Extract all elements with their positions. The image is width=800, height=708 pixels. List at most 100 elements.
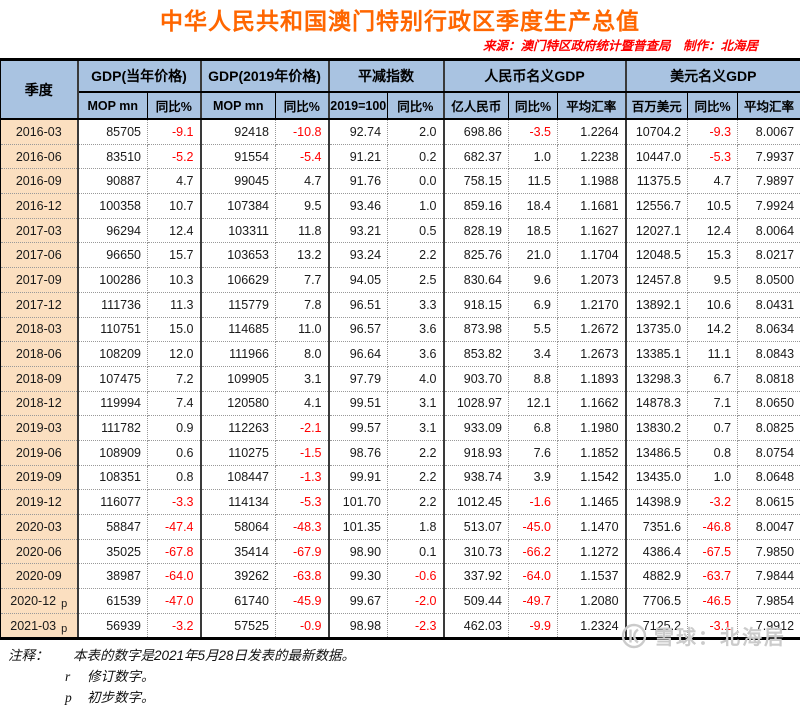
value-cell: 99.30 — [329, 564, 388, 589]
value-cell: 7.4 — [148, 391, 201, 416]
value-cell: 7.9924 — [738, 194, 800, 219]
group-header-gdp-current: GDP(当年价格) — [78, 60, 201, 93]
value-cell: 2.2 — [388, 465, 444, 490]
value-cell: 0.8 — [148, 465, 201, 490]
value-cell: 61740 — [201, 589, 276, 614]
value-cell: 1.1627 — [558, 218, 626, 243]
sub-header: 亿人民币 — [444, 92, 509, 119]
value-cell: 8.0818 — [738, 366, 800, 391]
value-cell: 8.0634 — [738, 317, 800, 342]
group-header-deflator: 平减指数 — [329, 60, 444, 93]
value-cell: 90887 — [78, 169, 148, 194]
sub-header: 平均汇率 — [738, 92, 800, 119]
value-cell: 1.2324 — [558, 613, 626, 639]
value-cell: 337.92 — [444, 564, 509, 589]
quarter-cell: 2019-12 — [1, 490, 78, 515]
value-cell: 4.1 — [276, 391, 329, 416]
value-cell: 10.3 — [148, 268, 201, 293]
value-cell: -47.4 — [148, 515, 201, 540]
sub-header: 平均汇率 — [558, 92, 626, 119]
value-cell: -9.3 — [688, 119, 738, 144]
value-cell: 1.1893 — [558, 366, 626, 391]
value-cell: 111782 — [78, 416, 148, 441]
value-cell: 93.24 — [329, 243, 388, 268]
value-cell: -67.9 — [276, 539, 329, 564]
value-cell: 15.7 — [148, 243, 201, 268]
value-cell: 9.5 — [688, 268, 738, 293]
value-cell: 1.1542 — [558, 465, 626, 490]
value-cell: 56939 — [78, 613, 148, 639]
value-cell: 8.8 — [509, 366, 558, 391]
value-cell: -45.0 — [509, 515, 558, 540]
value-cell: 3.6 — [388, 317, 444, 342]
value-cell: -66.2 — [509, 539, 558, 564]
value-cell: 1.1662 — [558, 391, 626, 416]
value-cell: 13892.1 — [626, 292, 688, 317]
value-cell: 1.2170 — [558, 292, 626, 317]
value-cell: -9.9 — [509, 613, 558, 639]
value-cell: 109905 — [201, 366, 276, 391]
value-cell: 918.93 — [444, 440, 509, 465]
note-text: 本表的数字是2021年5月28日发表的最新数据。 — [73, 645, 355, 666]
value-cell: 14.2 — [688, 317, 738, 342]
value-cell: 1.2264 — [558, 119, 626, 144]
value-cell: 8.0650 — [738, 391, 800, 416]
quarter-cell: 2019-06 — [1, 440, 78, 465]
value-cell: 7.9850 — [738, 539, 800, 564]
value-cell: 8.0067 — [738, 119, 800, 144]
value-cell: 15.0 — [148, 317, 201, 342]
value-cell: 0.1 — [388, 539, 444, 564]
value-cell: -3.2 — [688, 490, 738, 515]
value-cell: -64.0 — [509, 564, 558, 589]
value-cell: 12.0 — [148, 342, 201, 367]
value-cell: 2.2 — [388, 440, 444, 465]
value-cell: 1.2238 — [558, 144, 626, 169]
value-cell: 57525 — [201, 613, 276, 639]
value-cell: 96294 — [78, 218, 148, 243]
value-cell: -0.9 — [276, 613, 329, 639]
value-cell: 1.1988 — [558, 169, 626, 194]
value-cell: 18.5 — [509, 218, 558, 243]
quarter-cell: 2017-03 — [1, 218, 78, 243]
value-cell: 100286 — [78, 268, 148, 293]
value-cell: 1.1681 — [558, 194, 626, 219]
gdp-table: 季度 GDP(当年价格) GDP(2019年价格) 平减指数 人民币名义GDP … — [0, 58, 800, 640]
value-cell: -2.0 — [388, 589, 444, 614]
value-cell: 99.67 — [329, 589, 388, 614]
value-cell: 8.0500 — [738, 268, 800, 293]
sub-header: 同比% — [276, 92, 329, 119]
value-cell: 13.2 — [276, 243, 329, 268]
value-cell: 13298.3 — [626, 366, 688, 391]
value-cell: 114134 — [201, 490, 276, 515]
value-cell: 3.3 — [388, 292, 444, 317]
value-cell: 11.0 — [276, 317, 329, 342]
value-cell: 94.05 — [329, 268, 388, 293]
value-cell: 4882.9 — [626, 564, 688, 589]
value-cell: -49.7 — [509, 589, 558, 614]
value-cell: 9.5 — [276, 194, 329, 219]
value-cell: -2.3 — [388, 613, 444, 639]
note-line-p: p 初步数字。 — [0, 687, 800, 708]
value-cell: 1.2672 — [558, 317, 626, 342]
quarter-cell: 2016-09 — [1, 169, 78, 194]
quarter-cell: 2016-06 — [1, 144, 78, 169]
value-cell: 7.8 — [276, 292, 329, 317]
value-cell: 115779 — [201, 292, 276, 317]
value-cell: 119994 — [78, 391, 148, 416]
value-cell: 830.64 — [444, 268, 509, 293]
quarter-cell: 2020-06 — [1, 539, 78, 564]
value-cell: 1028.97 — [444, 391, 509, 416]
value-cell: 698.86 — [444, 119, 509, 144]
value-cell: 11.5 — [509, 169, 558, 194]
value-cell: 4386.4 — [626, 539, 688, 564]
sub-header: 同比% — [509, 92, 558, 119]
value-cell: 15.3 — [688, 243, 738, 268]
value-cell: -1.3 — [276, 465, 329, 490]
note-text-r: 修订数字。 — [87, 666, 155, 687]
value-cell: 92418 — [201, 119, 276, 144]
